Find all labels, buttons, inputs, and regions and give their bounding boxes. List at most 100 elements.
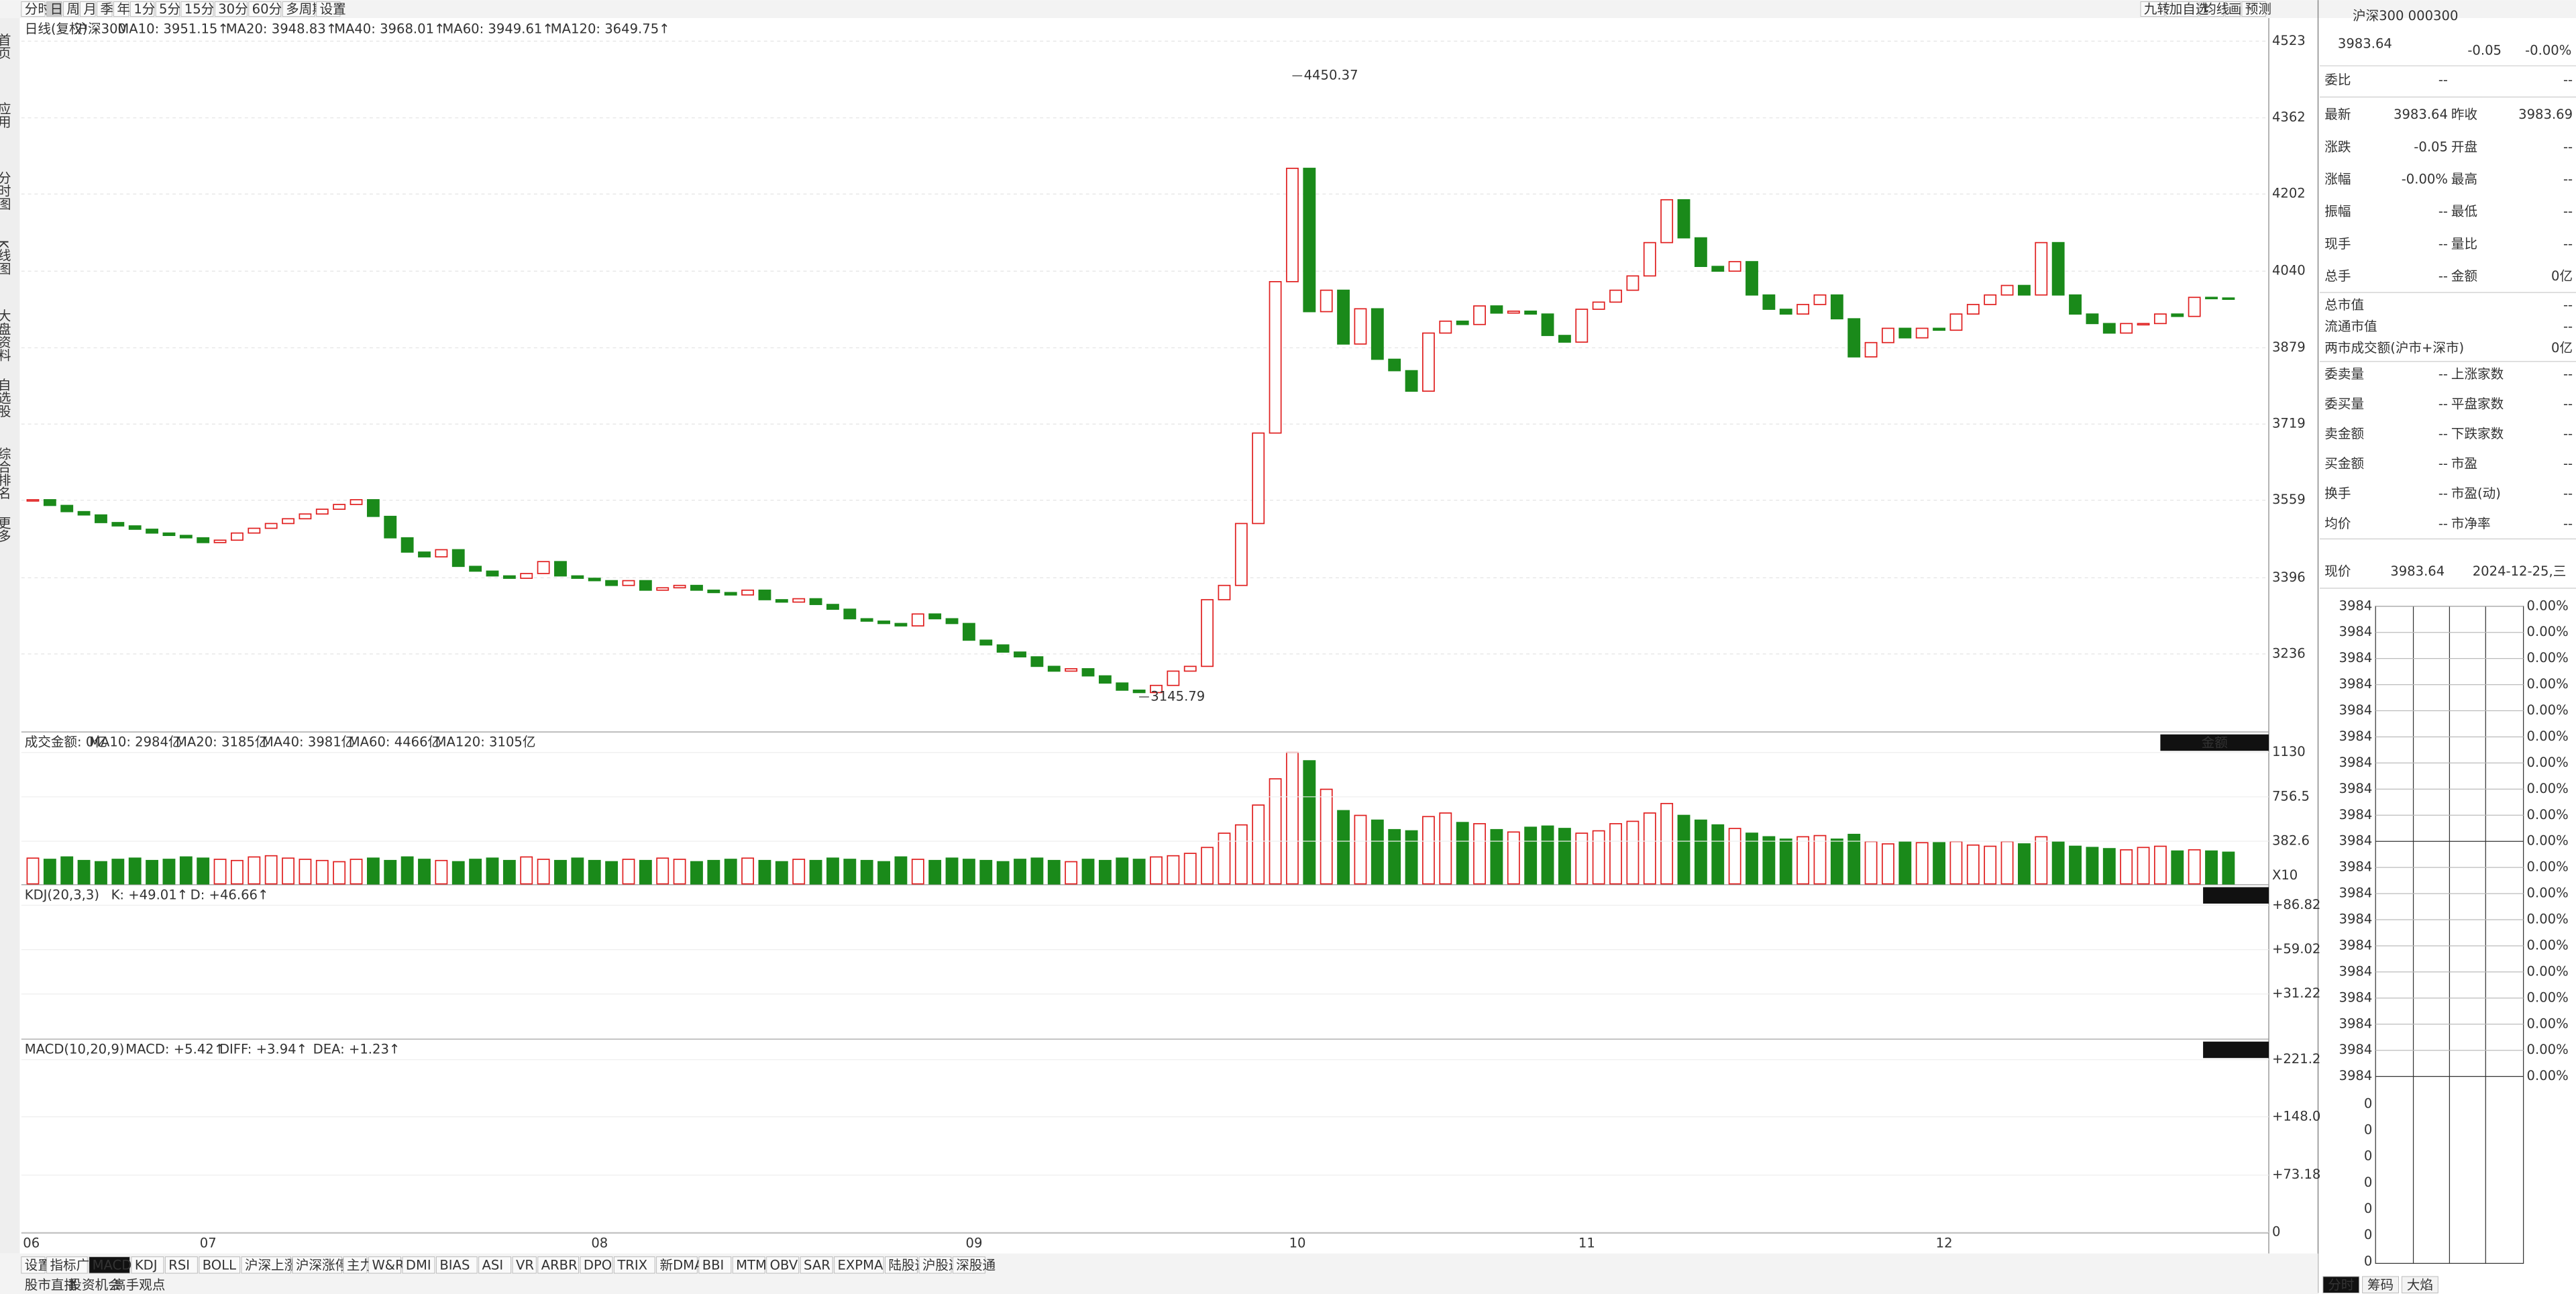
tab[interactable] (2199, 1, 2224, 17)
tab[interactable] (248, 1, 282, 17)
tab[interactable] (2241, 1, 2266, 17)
indicator-tab-label[interactable]: KDJ (135, 1258, 158, 1273)
indicator-tab[interactable] (834, 1256, 884, 1274)
sidebar-item[interactable]: 综合排名 (0, 447, 11, 499)
tab[interactable] (155, 1, 180, 17)
indicator-tab[interactable] (656, 1256, 698, 1274)
indicator-tab[interactable] (952, 1256, 985, 1274)
indicator-tab-label[interactable]: ASI (482, 1258, 504, 1273)
sidebar-item[interactable]: 首页 (0, 33, 11, 59)
tab-label[interactable]: 周 (66, 1, 80, 17)
tab-label[interactable]: 分时 (25, 1, 51, 17)
tab-label[interactable]: 月 (83, 1, 97, 17)
indicator-tab-label[interactable]: MTM (736, 1258, 767, 1273)
indicator-tab-label[interactable]: BBI (702, 1258, 724, 1273)
tab[interactable] (129, 1, 155, 17)
indicator-tab-label[interactable]: ARBR (541, 1258, 578, 1273)
tab-label[interactable]: 日 (50, 1, 63, 17)
indicator-tab[interactable] (131, 1256, 164, 1274)
indicator-tab-label[interactable]: 主力 (347, 1258, 373, 1273)
indicator-tab[interactable] (241, 1256, 291, 1274)
indicator-tab-label[interactable]: EXPMA (837, 1258, 883, 1273)
tab[interactable] (113, 1, 129, 17)
indicator-tab[interactable] (164, 1256, 198, 1274)
indicator-tab-label[interactable]: MACD (93, 1258, 132, 1273)
indicator-tab[interactable] (766, 1256, 800, 1274)
sidebar-item[interactable]: 分时图 (0, 171, 11, 211)
indicator-tab[interactable] (512, 1256, 537, 1274)
indicator-tab[interactable] (918, 1256, 952, 1274)
indicator-tab-label[interactable]: 深股通 (956, 1258, 996, 1273)
tab-label[interactable]: 60分 (252, 1, 282, 17)
panel-tab-label[interactable]: 分时 (2328, 1277, 2354, 1293)
indicator-tab-label[interactable]: DMI (406, 1258, 431, 1273)
tab-label[interactable]: 季 (100, 1, 113, 17)
indicator-button[interactable] (2203, 887, 2269, 904)
indicator-tab-label[interactable]: 陆股通 (888, 1258, 928, 1273)
indicator-tab[interactable] (698, 1256, 732, 1274)
indicator-tab[interactable] (343, 1256, 368, 1274)
sidebar-item[interactable]: 更多 (0, 516, 11, 542)
indicator-tab[interactable] (537, 1256, 580, 1274)
indicator-tab-label[interactable]: 新DMA (660, 1258, 704, 1273)
tab-label[interactable]: 15分 (184, 1, 215, 17)
tab-label[interactable]: 加自选 (2169, 1, 2209, 17)
panel-tab[interactable] (2322, 1276, 2360, 1293)
bottom-link[interactable]: 股市直播 (25, 1277, 78, 1293)
indicator-tab-label[interactable]: SAR (804, 1258, 830, 1273)
indicator-tab-label[interactable]: RSI (168, 1258, 190, 1273)
indicator-tab-label[interactable]: W&R (372, 1258, 405, 1273)
indicator-tab[interactable] (199, 1256, 241, 1274)
sidebar-item[interactable]: K线图 (0, 240, 11, 275)
indicator-button[interactable] (2203, 1041, 2269, 1059)
tab-label[interactable]: 均线 (2203, 1, 2229, 17)
panel-tab[interactable] (2401, 1276, 2438, 1293)
indicator-tab-label[interactable]: TRIX (616, 1258, 647, 1273)
indicator-tab-label[interactable]: VR (516, 1258, 534, 1273)
tab-label[interactable]: 30分 (218, 1, 248, 17)
indicator-tab[interactable] (732, 1256, 765, 1274)
indicator-tab[interactable] (402, 1256, 435, 1274)
indicator-tab[interactable] (368, 1256, 402, 1274)
tab-label[interactable]: 多周期 (286, 1, 325, 17)
tab-label[interactable]: 设置 (320, 1, 346, 17)
tab-label[interactable]: 画 (2229, 1, 2242, 17)
indicator-tab[interactable] (21, 1256, 46, 1274)
tab[interactable] (46, 1, 62, 17)
sidebar-item[interactable]: 自选股 (0, 378, 11, 417)
panel-tab[interactable] (2362, 1276, 2399, 1293)
indicator-tab-label[interactable]: BOLL (203, 1258, 236, 1273)
indicator-tab[interactable] (885, 1256, 918, 1274)
indicator-tab-label[interactable]: 沪股通 (922, 1258, 962, 1273)
tab[interactable] (180, 1, 214, 17)
panel-tab-label[interactable]: 筹码 (2367, 1277, 2394, 1293)
indicator-tab[interactable] (580, 1256, 613, 1274)
tab[interactable] (2165, 1, 2199, 17)
sidebar-item[interactable]: 应用 (0, 102, 11, 128)
indicator-tab[interactable] (46, 1256, 88, 1274)
tab[interactable] (316, 1, 341, 17)
indicator-tab[interactable] (613, 1256, 655, 1274)
indicator-tab-label[interactable]: DPO (584, 1258, 612, 1273)
dropdown-label[interactable]: 金额 (2202, 735, 2229, 751)
tab[interactable] (2140, 1, 2165, 17)
tab[interactable] (80, 1, 96, 17)
bottom-link[interactable]: 投资机会 (68, 1277, 121, 1293)
indicator-tab[interactable] (478, 1256, 512, 1274)
panel-tab-label[interactable]: 大焰 (2407, 1277, 2433, 1293)
indicator-tab[interactable] (292, 1256, 342, 1274)
tab-label[interactable]: 预测 (2245, 1, 2271, 17)
indicator-tab-label[interactable]: 设置 (25, 1258, 51, 1273)
bottom-link[interactable]: 高手观点 (113, 1277, 165, 1293)
tab[interactable] (2224, 1, 2241, 17)
tab-label[interactable]: 5分 (159, 1, 180, 17)
indicator-tab-label[interactable]: BIAS (439, 1258, 470, 1273)
indicator-tab[interactable] (89, 1256, 130, 1274)
indicator-tab[interactable] (435, 1256, 478, 1274)
tab-label[interactable]: 九转 (2144, 1, 2170, 17)
sidebar-item[interactable]: 大盘资料 (0, 309, 11, 362)
tab[interactable] (282, 1, 315, 17)
tab[interactable] (63, 1, 79, 17)
indicator-tab[interactable] (800, 1256, 833, 1274)
tab[interactable] (214, 1, 248, 17)
